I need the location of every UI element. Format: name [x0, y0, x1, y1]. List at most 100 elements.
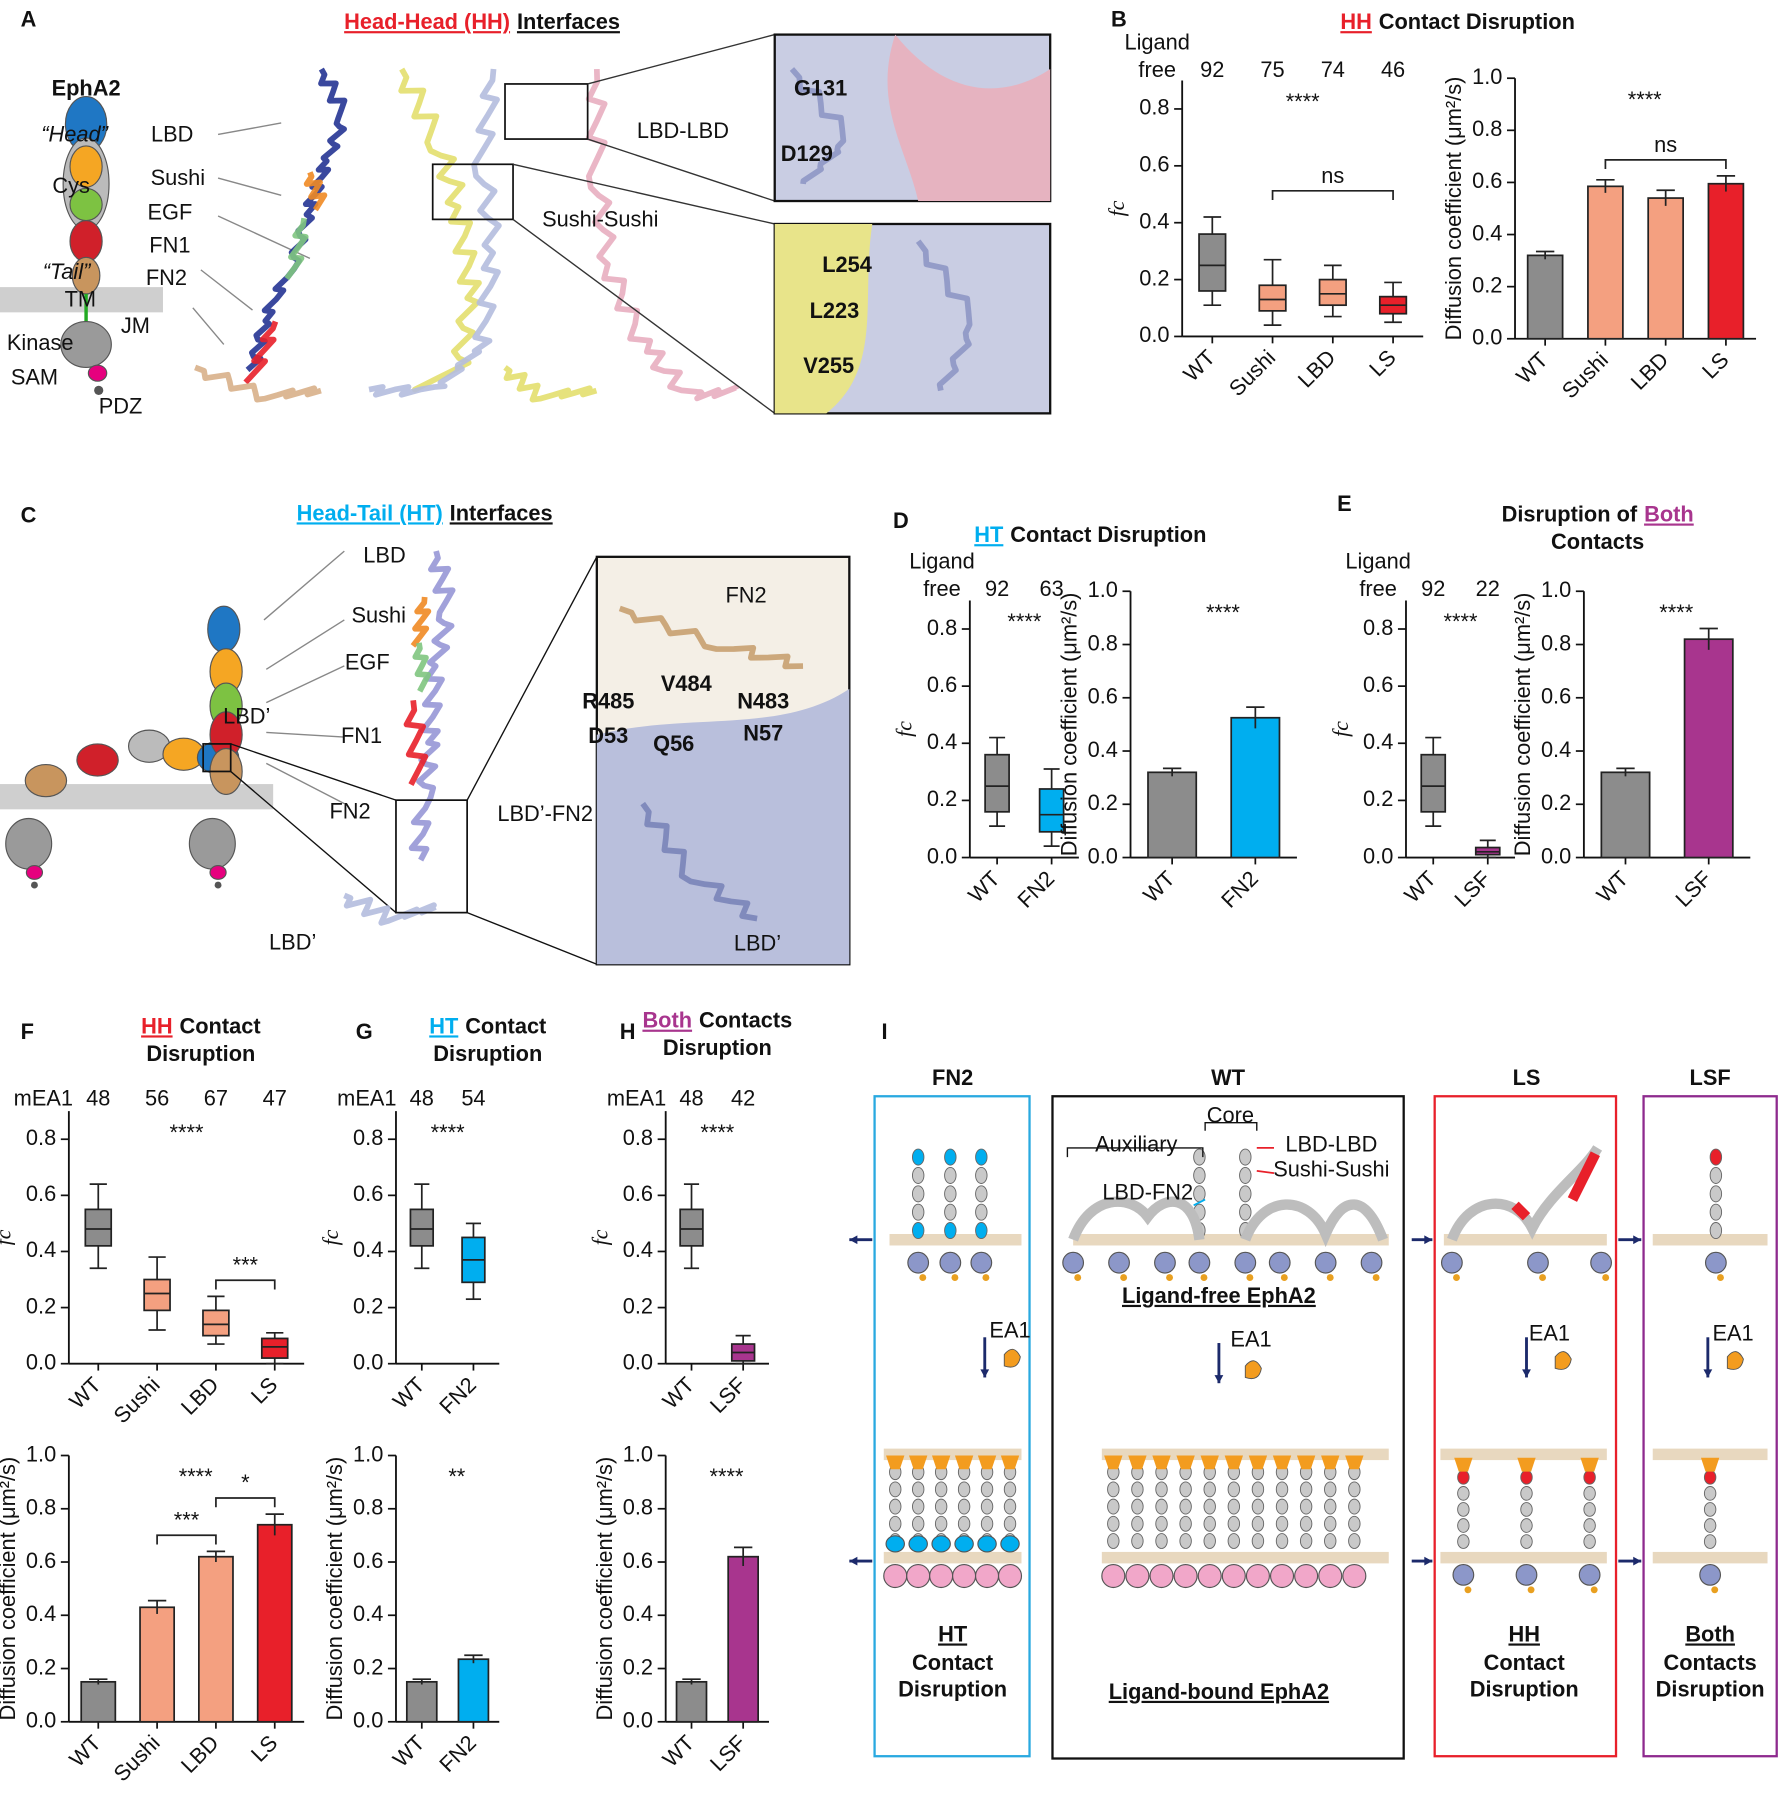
count-label: free — [923, 576, 961, 601]
bar — [256, 1523, 293, 1723]
diagram-label: LBD’-FN2 — [497, 801, 593, 826]
y-tick-label: 0.6 — [1541, 684, 1571, 709]
y-tick-label: 0.6 — [623, 1181, 653, 1206]
domain-shape — [906, 1563, 931, 1589]
arrow-head — [1633, 1556, 1642, 1566]
x-tick-label: Sushi — [108, 1730, 164, 1786]
diagram-label: Sushi — [151, 165, 206, 190]
diagram-label: Ligand-bound EphA2 — [1109, 1679, 1329, 1704]
receptor-domain — [1275, 1498, 1289, 1515]
inset-art — [596, 688, 850, 965]
diagram-label: EphA2 — [52, 75, 121, 100]
ligand — [954, 1455, 974, 1470]
receptor-domain — [1709, 1166, 1723, 1184]
receptor-domain — [1709, 1148, 1723, 1166]
receptor-domain — [1583, 1518, 1596, 1533]
y-tick-label: 1.0 — [26, 1441, 56, 1466]
x-tick-label: LBD — [176, 1730, 224, 1778]
receptor-domain — [911, 1498, 925, 1515]
leader-line — [217, 177, 282, 196]
x-tick-label: Sushi — [1224, 345, 1280, 401]
diagram-label: LBD-LBD — [1285, 1131, 1377, 1156]
bar — [1647, 197, 1684, 340]
diagram-label: JM — [121, 313, 150, 338]
y-axis-label: Diffusion coefficient (μm²/s) — [592, 1457, 617, 1721]
box — [679, 1208, 704, 1247]
bracket-label: *** — [174, 1507, 200, 1532]
receptor-domain — [1583, 1469, 1596, 1485]
receptor-tail — [1120, 1274, 1128, 1282]
box — [1198, 233, 1227, 292]
y-axis-label: fc — [589, 1229, 613, 1245]
significance: **** — [1007, 609, 1041, 634]
domain-shape — [1515, 1563, 1538, 1586]
domain-shape — [87, 364, 108, 382]
receptor-domain — [944, 1185, 957, 1203]
title: Disruption — [663, 1035, 772, 1060]
diagram-label: N483 — [737, 688, 789, 713]
x-tick-label: WT — [388, 1372, 430, 1414]
domain-shape — [1440, 1251, 1463, 1274]
receptor-domain — [911, 1148, 925, 1166]
x-tick-label: LS — [1364, 345, 1401, 382]
receptor-domain — [1583, 1502, 1596, 1517]
domain-shape — [1360, 1251, 1383, 1274]
receptor-domain — [1107, 1498, 1120, 1515]
y-tick-label: 0.4 — [927, 729, 957, 754]
x-tick-label: FN2 — [1216, 866, 1263, 913]
title-text: Contact — [465, 1013, 546, 1038]
inset-art — [887, 34, 1051, 202]
receptor-domain — [889, 1515, 902, 1532]
y-tick-label: 0.4 — [1472, 220, 1502, 245]
title: Contacts — [1551, 529, 1644, 554]
protein-ribbon — [585, 68, 740, 402]
box — [1420, 753, 1447, 813]
receptor-domain — [1193, 1166, 1206, 1184]
diagram-label: Disruption — [898, 1677, 1007, 1702]
domain-shape — [1294, 1563, 1319, 1589]
box — [1318, 278, 1347, 307]
protein-ribbon — [640, 801, 758, 922]
ligand — [1272, 1455, 1292, 1470]
receptor-domain — [1520, 1518, 1533, 1533]
y-tick-label: 0.0 — [927, 843, 957, 868]
y-tick-label: 0.2 — [1139, 265, 1169, 290]
title: Head-Head (HH) Interfaces — [344, 9, 620, 34]
receptor-domain — [1131, 1498, 1144, 1515]
receptor-domain — [1520, 1469, 1533, 1485]
diagram-label: Contact — [1484, 1650, 1565, 1675]
domain-shape — [1221, 1563, 1246, 1589]
title: Disruption — [433, 1041, 542, 1066]
receptor-tail — [1074, 1274, 1082, 1282]
receptor-domain — [911, 1166, 925, 1184]
domain-shape — [1314, 1251, 1337, 1274]
title: HT Contact — [429, 1013, 546, 1038]
receptor-domain — [1520, 1486, 1533, 1501]
y-tick-label: 0.2 — [26, 1293, 56, 1318]
receptor-domain — [1107, 1533, 1120, 1549]
diagram-label: Contact — [912, 1650, 993, 1675]
count-label: mEA1 — [14, 1085, 73, 1110]
diagram-label: Core — [1207, 1103, 1254, 1128]
y-tick-label: 1.0 — [1541, 577, 1571, 602]
diagram-label: EA1 — [989, 1317, 1030, 1342]
receptor-tail — [1590, 1586, 1598, 1594]
receptor-domain — [1709, 1185, 1723, 1203]
x-tick-label: FN2 — [1012, 866, 1059, 913]
y-tick-label: 0.8 — [1088, 630, 1118, 655]
receptor-tail — [1602, 1274, 1610, 1282]
domain-shape — [1149, 1563, 1174, 1589]
y-tick-label: 0.4 — [26, 1237, 56, 1262]
x-tick-label: LBD — [176, 1372, 224, 1420]
y-tick-label: 0.4 — [353, 1601, 383, 1626]
y-tick-label: 0.8 — [353, 1495, 383, 1520]
receptor-domain — [1239, 1203, 1252, 1221]
bracket-label: ns — [1321, 163, 1344, 188]
count: 46 — [1381, 57, 1405, 82]
leader-line — [265, 619, 345, 670]
ligand — [1345, 1455, 1364, 1470]
protein-ribbon — [789, 67, 847, 185]
count-label: mEA1 — [607, 1085, 666, 1110]
domain-shape — [929, 1563, 954, 1589]
receptor-domain — [1227, 1533, 1241, 1549]
